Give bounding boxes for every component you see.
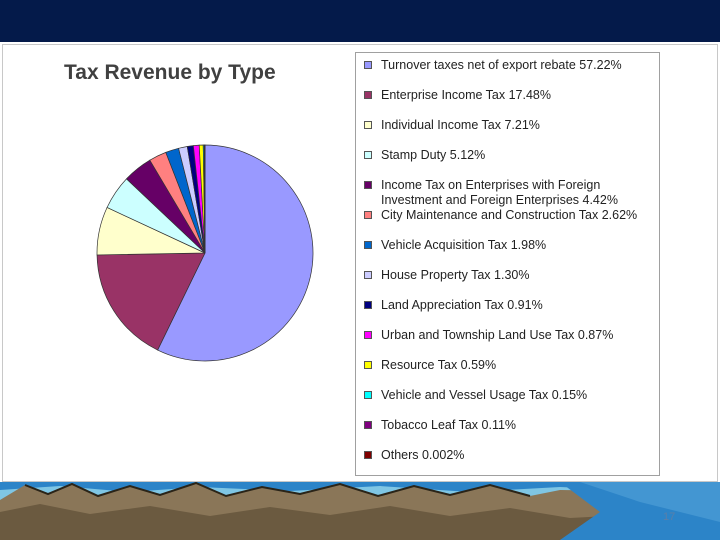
legend-entry-12: Tobacco Leaf Tax 0.11% xyxy=(364,418,656,433)
legend-label-3: Stamp Duty 5.12% xyxy=(381,148,486,162)
legend-entry-11: Vehicle and Vessel Usage Tax 0.15% xyxy=(364,388,656,403)
legend-entry-13: Others 0.002% xyxy=(364,448,656,463)
legend-label-1: Enterprise Income Tax 17.48% xyxy=(381,88,552,102)
legend-label-7: House Property Tax 1.30% xyxy=(381,268,530,282)
legend-label-13: Others 0.002% xyxy=(381,448,465,462)
legend-label-9: Urban and Township Land Use Tax 0.87% xyxy=(381,328,614,342)
pie-slice-1 xyxy=(96,252,206,351)
legend-label-11: Vehicle and Vessel Usage Tax 0.15% xyxy=(381,388,588,402)
legend-label-4: Income Tax on Enterprises with Foreign I… xyxy=(381,178,618,207)
chart-title: Tax Revenue by Type xyxy=(64,61,276,84)
legend-entry-4: Income Tax on Enterprises with Foreign I… xyxy=(364,178,656,207)
legend-swatch-8 xyxy=(364,301,372,309)
legend-entry-2: Individual Income Tax 7.21% xyxy=(364,118,656,133)
legend-label-8: Land Appreciation Tax 0.91% xyxy=(381,298,543,312)
pie-chart xyxy=(96,144,314,362)
legend-entry-3: Stamp Duty 5.12% xyxy=(364,148,656,163)
page-number: 17 xyxy=(663,511,676,523)
pie-slice-0 xyxy=(157,144,314,362)
legend-label-0: Turnover taxes net of export rebate 57.2… xyxy=(381,58,622,72)
legend-swatch-4 xyxy=(364,181,372,189)
legend-swatch-10 xyxy=(364,361,372,369)
legend-entry-1: Enterprise Income Tax 17.48% xyxy=(364,88,656,103)
legend-swatch-6 xyxy=(364,241,372,249)
legend-label-2: Individual Income Tax 7.21% xyxy=(381,118,540,132)
legend-swatch-2 xyxy=(364,121,372,129)
legend-swatch-1 xyxy=(364,91,372,99)
legend-swatch-11 xyxy=(364,391,372,399)
legend-entry-5: City Maintenance and Construction Tax 2.… xyxy=(364,208,656,223)
legend-label-5: City Maintenance and Construction Tax 2.… xyxy=(381,208,638,222)
legend-entry-7: House Property Tax 1.30% xyxy=(364,268,656,283)
legend-label-6: Vehicle Acquisition Tax 1.98% xyxy=(381,238,547,252)
legend-entry-8: Land Appreciation Tax 0.91% xyxy=(364,298,656,313)
legend-swatch-9 xyxy=(364,331,372,339)
mountain-footer xyxy=(0,482,720,540)
chart-legend: Turnover taxes net of export rebate 57.2… xyxy=(355,52,660,476)
legend-entry-0: Turnover taxes net of export rebate 57.2… xyxy=(364,58,656,73)
legend-swatch-0 xyxy=(364,61,372,69)
legend-swatch-5 xyxy=(364,211,372,219)
legend-label-10: Resource Tax 0.59% xyxy=(381,358,497,372)
legend-swatch-3 xyxy=(364,151,372,159)
legend-swatch-13 xyxy=(364,451,372,459)
legend-entry-9: Urban and Township Land Use Tax 0.87% xyxy=(364,328,656,343)
legend-entry-10: Resource Tax 0.59% xyxy=(364,358,656,373)
legend-label-12: Tobacco Leaf Tax 0.11% xyxy=(381,418,517,432)
top-banner xyxy=(0,0,720,42)
legend-swatch-7 xyxy=(364,271,372,279)
legend-swatch-12 xyxy=(364,421,372,429)
legend-entry-6: Vehicle Acquisition Tax 1.98% xyxy=(364,238,656,253)
